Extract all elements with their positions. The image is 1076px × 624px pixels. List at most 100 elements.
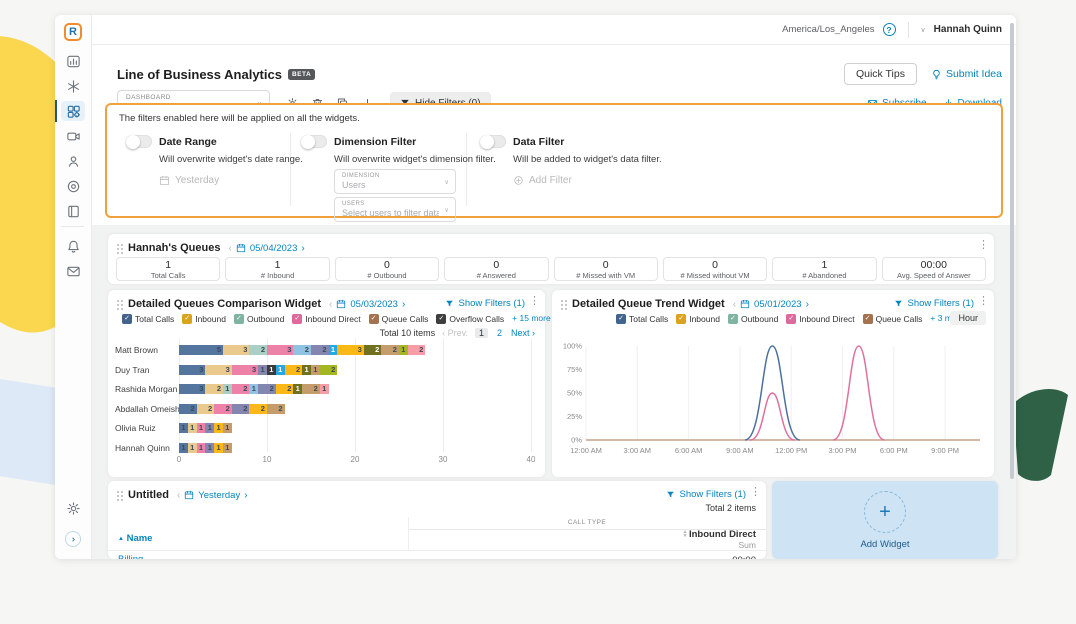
calendar-icon [159, 175, 170, 186]
show-filters-button[interactable]: Show Filters (1) [666, 489, 746, 500]
legend-item-checkbox[interactable]: ✓Inbound Direct [292, 314, 360, 324]
sidebar-item-video-camera[interactable] [61, 126, 85, 146]
bar-segment-amber: 2 [276, 384, 294, 394]
vertical-scrollbar[interactable] [1010, 23, 1014, 479]
sidebar-item-message-envelope[interactable] [61, 261, 85, 281]
sidebar-item-asterisk-hub[interactable] [61, 76, 85, 96]
bar-category-label: Duy Tran [115, 365, 177, 375]
date-prev-button[interactable]: ‹ [228, 243, 231, 254]
bar-segment-slate: 3 [179, 384, 205, 394]
sidebar: R [55, 15, 92, 559]
sidebar-item-business-analytics[interactable] [61, 101, 85, 121]
date-range-toggle[interactable] [126, 135, 152, 148]
interval-selector[interactable]: Hour [950, 311, 986, 325]
stacked-bar[interactable]: 111111 [179, 443, 232, 453]
drag-handle-icon[interactable] [116, 299, 123, 310]
sidebar-item-record-circle[interactable] [61, 176, 85, 196]
settings-gear-icon [66, 501, 81, 516]
lightbulb-icon [931, 69, 942, 80]
stacked-bar[interactable]: 532322132212 [179, 345, 425, 355]
date-prev-button[interactable]: ‹ [329, 299, 332, 310]
table-column-inbound-direct[interactable]: ▴▾ Inbound Direct Sum [682, 529, 756, 551]
user-menu[interactable]: Hannah Quinn [934, 24, 1002, 35]
sidebar-item-notification-bell[interactable] [61, 236, 85, 256]
bar-category-label: Abdallah Omeish [115, 404, 177, 414]
bar-segment-slate: 3 [179, 365, 205, 375]
widget-title: Hannah's Queues [128, 242, 220, 254]
show-filters-button[interactable]: Show Filters (1) [894, 298, 974, 309]
legend-checkbox-icon: ✓ [728, 314, 738, 324]
stat-card: 1Total Calls [116, 257, 220, 281]
users-select[interactable]: USERS Select users to filter data ∨ [334, 197, 456, 222]
stat-value: 00:00 [883, 259, 985, 271]
dimension-filter-toggle[interactable] [301, 135, 327, 148]
ringcentral-logo-icon[interactable]: R [64, 23, 82, 41]
widget-menu-kebab-icon[interactable]: ⋮ [750, 487, 761, 498]
pagination-page-2[interactable]: 2 [495, 328, 504, 338]
date-prev-button[interactable]: ‹ [177, 490, 180, 501]
stat-label: # Missed without VM [664, 271, 766, 280]
date-next-button[interactable]: › [244, 490, 247, 501]
drag-handle-icon[interactable] [560, 299, 567, 310]
legend-item-checkbox[interactable]: ✓Outbound [234, 314, 284, 324]
pagination-prev[interactable]: ‹ Prev. [442, 328, 468, 338]
add-filter-button[interactable]: Add Filter [513, 175, 572, 186]
legend-item-checkbox[interactable]: ✓Inbound [182, 314, 226, 324]
table-row-link[interactable]: Billing [118, 554, 143, 559]
legend-checkbox-icon: ✓ [369, 314, 379, 324]
widget-date[interactable]: 05/03/2023 [350, 299, 398, 310]
pagination-page-1[interactable]: 1 [475, 328, 488, 338]
drag-handle-icon[interactable] [116, 490, 123, 501]
chart-gridline [179, 338, 180, 452]
bar-segment-salmon: 2 [408, 345, 426, 355]
legend-item-checkbox[interactable]: ✓Inbound Direct [786, 314, 854, 324]
date-prev-button[interactable]: ‹ [733, 299, 736, 310]
quick-tips-button[interactable]: Quick Tips [844, 63, 917, 85]
dimension-select[interactable]: DIMENSION Users ∨ [334, 169, 456, 194]
legend-item-checkbox[interactable]: ✓Queue Calls [369, 314, 429, 324]
sidebar-expand-button[interactable] [65, 531, 81, 547]
decor-green-wedge [1006, 380, 1076, 486]
add-circle-icon [513, 175, 524, 186]
date-next-button[interactable]: › [402, 299, 405, 310]
legend-item-checkbox[interactable]: ✓Queue Calls [863, 314, 923, 324]
help-icon[interactable]: ? [883, 23, 896, 36]
sidebar-item-notebook-folder[interactable] [61, 201, 85, 221]
bar-segment-purple: 1 [205, 443, 214, 453]
widget-date[interactable]: 05/04/2023 [250, 243, 298, 254]
legend-item-checkbox[interactable]: ✓Outbound [728, 314, 778, 324]
stat-value: 0 [445, 259, 547, 271]
table-column-name[interactable]: ▲ Name [118, 533, 152, 544]
widget-menu-kebab-icon[interactable]: ⋮ [529, 296, 540, 307]
drag-handle-icon[interactable] [116, 243, 123, 254]
show-filters-button[interactable]: Show Filters (1) [445, 298, 525, 309]
stacked-bar[interactable]: 222222 [179, 404, 285, 414]
legend-item-checkbox[interactable]: ✓Inbound [676, 314, 720, 324]
queues-widget: Hannah's Queues ‹ 05/04/2023 › ⋮ 1Total … [108, 234, 994, 284]
sidebar-item-settings-gear[interactable] [61, 498, 85, 518]
main-area: America/Los_Angeles ? ∨ Hannah Quinn Lin… [92, 15, 1016, 559]
date-next-button[interactable]: › [301, 243, 304, 254]
sidebar-item-analytics-chart[interactable] [61, 51, 85, 71]
add-widget-button[interactable]: + Add Widget [772, 481, 998, 559]
stacked-bar[interactable]: 3331112112 [179, 365, 337, 375]
chevron-down-icon[interactable]: ∨ [921, 26, 926, 34]
legend-label: Inbound [195, 314, 226, 324]
bar-segment-pink: 3 [267, 345, 293, 355]
legend-item-checkbox[interactable]: ✓Overflow Calls [436, 314, 504, 324]
legend-item-checkbox[interactable]: ✓Total Calls [122, 314, 174, 324]
legend-item-checkbox[interactable]: ✓Total Calls [616, 314, 668, 324]
bar-segment-tan: 2 [267, 404, 285, 414]
widget-menu-kebab-icon[interactable]: ⋮ [978, 240, 989, 251]
sidebar-item-contacts-person[interactable] [61, 151, 85, 171]
stacked-bar[interactable]: 111111 [179, 423, 232, 433]
widget-date[interactable]: 05/01/2023 [754, 299, 802, 310]
date-next-button[interactable]: › [806, 299, 809, 310]
widget-date[interactable]: Yesterday [198, 490, 240, 501]
pagination-next[interactable]: Next › [511, 328, 535, 338]
data-filter-toggle[interactable] [480, 135, 506, 148]
submit-idea-button[interactable]: Submit Idea [931, 68, 1002, 80]
stacked-bar[interactable]: 3212122121 [179, 384, 329, 394]
widget-menu-kebab-icon[interactable]: ⋮ [978, 296, 989, 307]
bar-segment-wheat: 1 [188, 443, 197, 453]
